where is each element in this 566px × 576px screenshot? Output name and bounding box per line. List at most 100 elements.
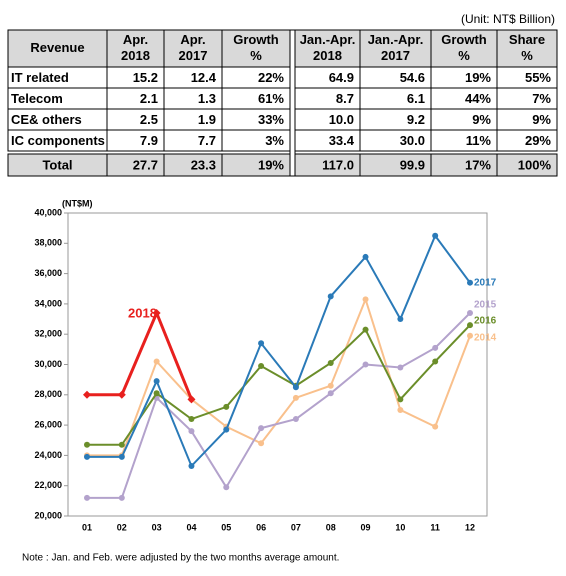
table-value: 3% xyxy=(265,133,284,148)
series-label: 2015 xyxy=(474,300,497,311)
table-value: 6.1 xyxy=(407,91,425,106)
data-point xyxy=(223,484,230,491)
table-header: Apr. xyxy=(180,32,205,47)
data-point xyxy=(292,384,299,391)
table-value: 7.7 xyxy=(198,133,216,148)
table-header: % xyxy=(521,48,533,63)
data-point xyxy=(258,340,265,347)
data-point xyxy=(467,322,473,329)
y-tick-label: 20,000 xyxy=(34,510,62,520)
table-value: 9% xyxy=(532,112,551,127)
table-value: 30.0 xyxy=(400,133,425,148)
table-value: 61% xyxy=(258,91,284,106)
table-value: 29% xyxy=(525,133,551,148)
table-value: 10.0 xyxy=(329,112,354,127)
data-point xyxy=(327,382,334,389)
data-point xyxy=(84,453,90,460)
data-point xyxy=(153,378,160,385)
table-cell xyxy=(496,29,558,68)
data-point xyxy=(258,425,265,432)
data-point xyxy=(327,293,334,300)
table-header: Share xyxy=(509,32,545,47)
data-point xyxy=(467,279,473,286)
x-tick-label: 12 xyxy=(465,522,475,532)
x-tick-label: 07 xyxy=(291,522,301,532)
data-point xyxy=(362,326,369,333)
x-tick-label: 02 xyxy=(117,522,127,532)
table-value: 33.4 xyxy=(329,133,355,148)
table-value: 100% xyxy=(518,157,552,172)
data-point xyxy=(84,441,90,448)
row-label: IT related xyxy=(11,70,69,85)
table-value: 117.0 xyxy=(322,157,354,172)
series-label: 2018 xyxy=(128,305,157,320)
table-value: 44% xyxy=(465,91,491,106)
data-point xyxy=(292,394,299,401)
data-point xyxy=(397,316,404,323)
y-tick-label: 36,000 xyxy=(34,268,62,278)
table-cell xyxy=(430,29,498,68)
y-tick-label: 32,000 xyxy=(34,329,62,339)
table-header: 2018 xyxy=(313,48,342,63)
data-point xyxy=(187,395,196,404)
unit-note: (Unit: NT$ Billion) xyxy=(461,12,555,26)
y-tick-label: 24,000 xyxy=(34,450,62,460)
series-line xyxy=(87,296,471,457)
data-point xyxy=(152,308,161,317)
table-value: 1.3 xyxy=(198,91,216,106)
data-point xyxy=(117,390,126,399)
data-point xyxy=(153,358,160,365)
table-gap xyxy=(289,29,296,177)
table-header: Jan.-Apr. xyxy=(368,32,424,47)
table-cell xyxy=(221,29,291,68)
table-cell xyxy=(221,129,291,152)
y-tick-label: 28,000 xyxy=(34,389,62,399)
table-value: 64.9 xyxy=(329,70,354,85)
data-point xyxy=(432,344,439,351)
table-value: 19% xyxy=(258,157,284,172)
data-point xyxy=(83,390,91,399)
table-value: 99.9 xyxy=(400,157,425,172)
table-header: 2018 xyxy=(121,48,150,63)
table-header: Jan.-Apr. xyxy=(300,32,356,47)
table-header: % xyxy=(250,48,262,63)
data-point xyxy=(118,441,125,448)
table-value: 11% xyxy=(466,133,492,148)
series-line xyxy=(87,312,471,499)
table-value: 19% xyxy=(465,70,491,85)
table-value: 12.4 xyxy=(191,70,217,85)
data-point xyxy=(397,364,404,371)
table-value: 8.7 xyxy=(336,91,354,106)
table-header: 2017 xyxy=(179,48,208,63)
table-header: 2017 xyxy=(381,48,410,63)
x-tick-label: 08 xyxy=(326,522,336,532)
data-point xyxy=(327,390,334,397)
table-cell xyxy=(221,153,291,177)
x-tick-label: 04 xyxy=(186,522,196,532)
table-value: 7% xyxy=(532,91,551,106)
data-point xyxy=(362,361,369,368)
table-value: 55% xyxy=(525,70,551,85)
table-value: 54.6 xyxy=(400,70,425,85)
series-line xyxy=(87,233,471,468)
data-point xyxy=(258,363,265,370)
x-tick-label: 10 xyxy=(395,522,405,532)
chart-note: Note : Jan. and Feb. were adjusted by th… xyxy=(22,553,339,564)
table-value: 2.1 xyxy=(140,91,158,106)
data-point xyxy=(327,359,334,366)
table-header: Growth xyxy=(441,32,487,47)
x-tick-label: 06 xyxy=(256,522,266,532)
data-point xyxy=(118,494,125,501)
x-tick-label: 05 xyxy=(221,522,231,532)
table-header: % xyxy=(458,48,470,63)
table-header: Revenue xyxy=(30,40,84,55)
table-value: 2.5 xyxy=(140,112,158,127)
data-point xyxy=(292,416,299,423)
table-header: Growth xyxy=(233,32,279,47)
data-point xyxy=(362,296,369,303)
table-value: 27.7 xyxy=(133,157,158,172)
y-tick-label: 34,000 xyxy=(34,298,62,308)
data-point xyxy=(153,390,160,397)
table-value: 1.9 xyxy=(198,112,216,127)
